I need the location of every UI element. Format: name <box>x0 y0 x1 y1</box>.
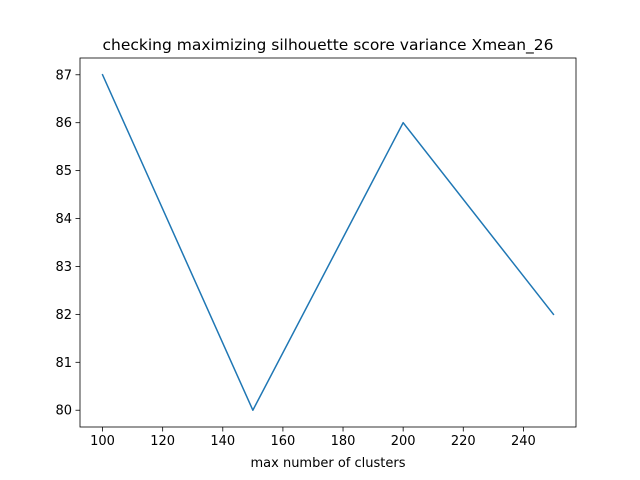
series-line-0 <box>101 73 555 411</box>
x-tick-label: 100 <box>90 434 115 449</box>
x-tick-label: 220 <box>451 434 476 449</box>
y-tick-label: 85 <box>55 164 72 179</box>
y-tick-label: 81 <box>55 356 72 371</box>
plot-area: 100 120 140 160 180 200 220 240 80 81 82 83 84 85 86 87 <box>55 57 577 449</box>
y-tick-label: 82 <box>55 308 72 323</box>
y-tick-label: 84 <box>55 212 72 227</box>
x-tick-label: 180 <box>331 434 356 449</box>
x-axis-label: max number of clusters <box>251 456 406 471</box>
x-tick-label: 120 <box>150 434 175 449</box>
x-tick-label: 160 <box>270 434 295 449</box>
y-tick-label: 80 <box>55 404 72 419</box>
y-tick-label: 83 <box>55 260 72 275</box>
x-tick-label: 200 <box>391 434 416 449</box>
y-tick-label: 87 <box>55 68 72 83</box>
x-tick-label: 240 <box>511 434 536 449</box>
chart-title: checking maximizing silhouette score var… <box>102 36 553 55</box>
y-tick-label: 86 <box>55 116 72 131</box>
x-tick-label: 140 <box>210 434 235 449</box>
axes-frame <box>79 57 577 428</box>
